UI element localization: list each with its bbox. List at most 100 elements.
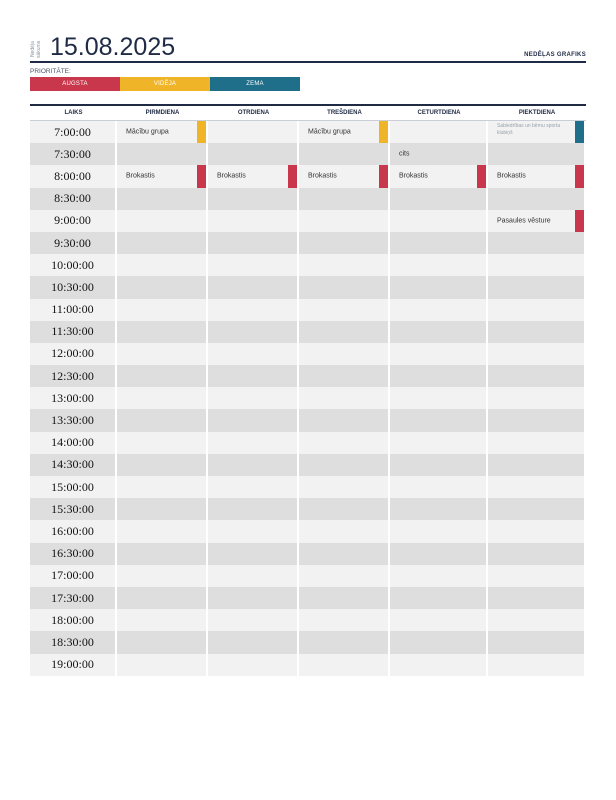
schedule-cell[interactable]	[299, 276, 390, 299]
schedule-cell[interactable]	[117, 409, 208, 432]
schedule-cell[interactable]	[117, 431, 208, 454]
schedule-cell[interactable]	[390, 520, 488, 543]
schedule-cell[interactable]	[299, 387, 390, 410]
schedule-cell[interactable]	[208, 476, 299, 499]
schedule-cell[interactable]	[117, 342, 208, 366]
schedule-cell[interactable]	[208, 409, 299, 432]
schedule-cell[interactable]	[208, 387, 299, 410]
schedule-cell[interactable]	[390, 653, 488, 676]
schedule-cell[interactable]	[208, 609, 299, 632]
schedule-cell[interactable]	[390, 498, 488, 521]
schedule-cell[interactable]	[208, 187, 299, 210]
schedule-cell[interactable]	[208, 431, 299, 454]
schedule-cell[interactable]	[299, 409, 390, 432]
schedule-cell[interactable]	[488, 187, 586, 210]
schedule-cell[interactable]	[208, 209, 299, 232]
schedule-cell[interactable]: Brokastis	[117, 165, 208, 188]
schedule-cell[interactable]	[488, 409, 586, 432]
schedule-cell[interactable]	[208, 586, 299, 610]
schedule-cell[interactable]	[390, 342, 488, 366]
schedule-cell[interactable]: Sabiedrības un bērnu sporta klubiņš	[488, 121, 586, 144]
schedule-cell[interactable]	[208, 231, 299, 255]
schedule-cell[interactable]	[117, 320, 208, 343]
schedule-cell[interactable]	[488, 631, 586, 654]
schedule-cell[interactable]	[390, 476, 488, 499]
schedule-cell[interactable]	[208, 453, 299, 476]
schedule-cell[interactable]	[208, 276, 299, 299]
schedule-cell[interactable]	[488, 586, 586, 610]
schedule-cell[interactable]	[117, 298, 208, 321]
schedule-cell[interactable]: Brokastis	[488, 165, 586, 188]
schedule-cell[interactable]	[208, 631, 299, 654]
schedule-cell[interactable]	[390, 542, 488, 565]
schedule-cell[interactable]	[390, 121, 488, 144]
schedule-cell[interactable]	[117, 653, 208, 676]
schedule-cell[interactable]	[390, 276, 488, 299]
schedule-cell[interactable]	[299, 298, 390, 321]
schedule-cell[interactable]	[208, 298, 299, 321]
schedule-cell[interactable]	[208, 564, 299, 587]
schedule-cell[interactable]	[488, 520, 586, 543]
week-date[interactable]: 15.08.2025	[50, 33, 176, 61]
schedule-cell[interactable]	[488, 653, 586, 676]
schedule-cell[interactable]	[299, 254, 390, 277]
schedule-cell[interactable]	[390, 231, 488, 255]
schedule-cell[interactable]	[117, 476, 208, 499]
schedule-cell[interactable]	[488, 476, 586, 499]
schedule-cell[interactable]	[390, 564, 488, 587]
schedule-cell[interactable]	[117, 187, 208, 210]
schedule-cell[interactable]	[488, 320, 586, 343]
schedule-cell[interactable]	[117, 542, 208, 565]
schedule-cell[interactable]: cits	[390, 143, 488, 166]
schedule-cell[interactable]	[299, 609, 390, 632]
schedule-cell[interactable]	[117, 564, 208, 587]
schedule-cell[interactable]	[117, 609, 208, 632]
schedule-cell[interactable]	[208, 143, 299, 166]
schedule-cell[interactable]	[488, 498, 586, 521]
schedule-cell[interactable]	[208, 254, 299, 277]
schedule-cell[interactable]	[299, 520, 390, 543]
schedule-cell[interactable]	[390, 409, 488, 432]
schedule-cell[interactable]	[117, 586, 208, 610]
schedule-cell[interactable]	[299, 476, 390, 499]
schedule-cell[interactable]: Mācību grupa	[299, 121, 390, 144]
schedule-cell[interactable]	[299, 631, 390, 654]
schedule-cell[interactable]	[299, 365, 390, 388]
schedule-cell[interactable]	[390, 365, 488, 388]
schedule-cell[interactable]	[299, 564, 390, 587]
schedule-cell[interactable]	[488, 387, 586, 410]
schedule-cell[interactable]	[208, 342, 299, 366]
schedule-cell[interactable]	[390, 298, 488, 321]
schedule-cell[interactable]	[208, 653, 299, 676]
schedule-cell[interactable]	[117, 209, 208, 232]
schedule-cell[interactable]: Brokastis	[390, 165, 488, 188]
schedule-cell[interactable]	[488, 276, 586, 299]
schedule-cell[interactable]	[488, 365, 586, 388]
schedule-cell[interactable]	[299, 453, 390, 476]
schedule-cell[interactable]	[488, 564, 586, 587]
schedule-cell[interactable]	[208, 542, 299, 565]
schedule-cell[interactable]	[299, 342, 390, 366]
schedule-cell[interactable]	[117, 453, 208, 476]
schedule-cell[interactable]	[390, 431, 488, 454]
schedule-cell[interactable]	[299, 498, 390, 521]
schedule-cell[interactable]	[117, 254, 208, 277]
schedule-cell[interactable]	[488, 298, 586, 321]
schedule-cell[interactable]	[390, 320, 488, 343]
schedule-cell[interactable]	[390, 187, 488, 210]
schedule-cell[interactable]	[488, 342, 586, 366]
schedule-cell[interactable]	[488, 143, 586, 166]
schedule-cell[interactable]	[390, 209, 488, 232]
schedule-cell[interactable]: Mācību grupa	[117, 121, 208, 144]
schedule-cell[interactable]	[117, 631, 208, 654]
schedule-cell[interactable]	[299, 231, 390, 255]
schedule-cell[interactable]	[117, 520, 208, 543]
schedule-cell[interactable]	[299, 209, 390, 232]
schedule-cell[interactable]	[117, 143, 208, 166]
schedule-cell[interactable]	[117, 387, 208, 410]
schedule-cell[interactable]	[390, 254, 488, 277]
schedule-cell[interactable]	[208, 520, 299, 543]
schedule-cell[interactable]	[488, 453, 586, 476]
schedule-cell[interactable]	[488, 254, 586, 277]
schedule-cell[interactable]: Brokastis	[208, 165, 299, 188]
